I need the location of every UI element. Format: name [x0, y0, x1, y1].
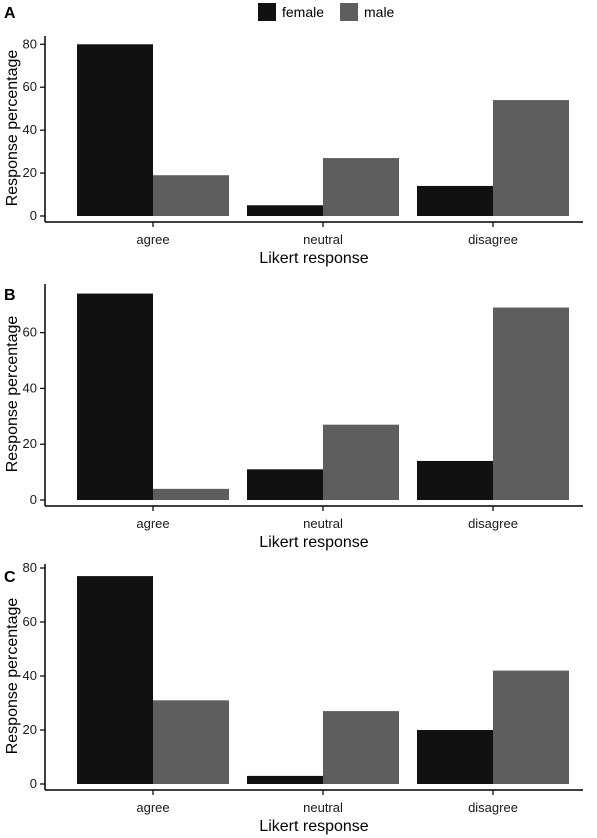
bar-male-neutral: [323, 158, 399, 216]
y-tick-label: 0: [30, 776, 37, 791]
y-tick-label: 60: [23, 325, 37, 340]
legend-swatch-female: [258, 3, 276, 21]
bar-female-agree: [77, 576, 153, 784]
panel-label: B: [4, 287, 16, 304]
panel-label: A: [4, 5, 16, 22]
x-tick-label-neutral: neutral: [303, 232, 343, 247]
y-tick-label: 20: [23, 165, 37, 180]
x-axis-title: Likert response: [259, 818, 368, 835]
x-tick-label-agree: agree: [136, 516, 169, 531]
x-tick-label-disagree: disagree: [468, 516, 518, 531]
x-tick-label-neutral: neutral: [303, 516, 343, 531]
bar-male-neutral: [323, 711, 399, 784]
y-tick-label: 60: [23, 614, 37, 629]
bar-male-agree: [153, 488, 229, 500]
bar-female-disagree: [417, 185, 493, 216]
y-axis-title: Response percentage: [4, 316, 21, 473]
chart-panel-b: B 0 20 40 60 agree neutral disagree Likert respo…: [4, 284, 583, 551]
x-tick-label-disagree: disagree: [468, 232, 518, 247]
bar-female-disagree: [417, 460, 493, 500]
bar-male-disagree: [493, 100, 569, 216]
chart-panels: A 0 20 40 60 80 agree neutral disagree Likert res…: [4, 5, 583, 835]
y-axis-title: Response percentage: [4, 50, 21, 207]
bar-female-disagree: [417, 730, 493, 784]
x-tick-label-disagree: disagree: [468, 800, 518, 815]
y-tick-label: 40: [23, 122, 37, 137]
legend: female male: [258, 3, 395, 21]
panel-label: C: [4, 569, 16, 586]
chart-panel-a: A 0 20 40 60 80 agree neutral disagree Likert res…: [4, 5, 583, 267]
bar-male-agree: [153, 175, 229, 216]
y-tick-label: 80: [23, 560, 37, 575]
bar-female-agree: [77, 44, 153, 217]
x-tick-label-neutral: neutral: [303, 800, 343, 815]
legend-swatch-male: [340, 3, 358, 21]
bar-female-neutral: [247, 205, 323, 216]
bar-male-disagree: [493, 670, 569, 784]
chart-panel-c: C 0 20 40 60 80 agree neutral disagree Likert res…: [4, 560, 583, 835]
x-tick-label-agree: agree: [136, 232, 169, 247]
y-tick-label: 20: [23, 436, 37, 451]
y-tick-label: 80: [23, 36, 37, 51]
x-axis-title: Likert response: [259, 250, 368, 267]
y-tick-label: 40: [23, 668, 37, 683]
y-tick-label: 60: [23, 79, 37, 94]
x-tick-label-agree: agree: [136, 800, 169, 815]
legend-label-female: female: [282, 4, 324, 20]
bar-male-agree: [153, 700, 229, 784]
bar-female-neutral: [247, 469, 323, 500]
y-axis-title: Response percentage: [4, 598, 21, 755]
x-axis-title: Likert response: [259, 534, 368, 551]
bar-female-neutral: [247, 775, 323, 784]
y-tick-label: 0: [30, 208, 37, 223]
bar-male-neutral: [323, 424, 399, 500]
bar-female-agree: [77, 293, 153, 500]
y-tick-label: 0: [30, 492, 37, 507]
y-tick-label: 40: [23, 380, 37, 395]
bar-male-disagree: [493, 307, 569, 500]
y-tick-label: 20: [23, 722, 37, 737]
legend-label-male: male: [364, 4, 395, 20]
